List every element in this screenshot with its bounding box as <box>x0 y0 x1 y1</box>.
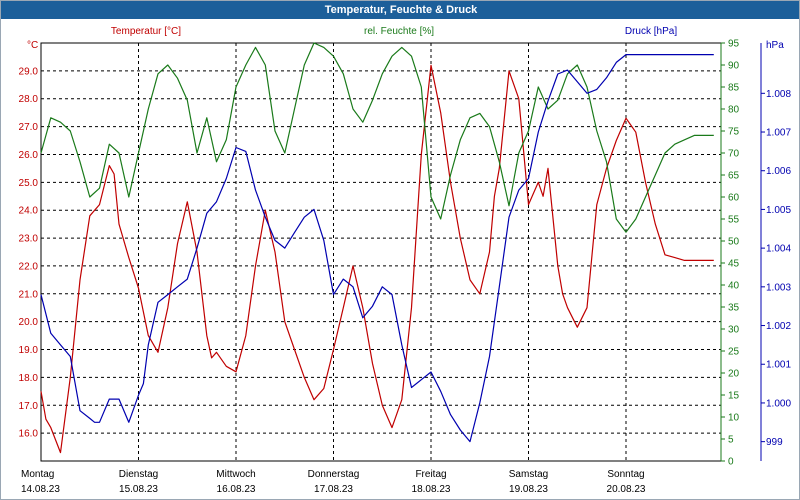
temperature-tick-label: 26.0 <box>19 150 39 161</box>
humidity-tick-label: 50 <box>728 237 740 248</box>
temperature-series-line <box>40 64 714 454</box>
temperature-tick-label: 25.0 <box>19 178 39 189</box>
window-title: Temperatur, Feuchte & Druck <box>1 1 799 19</box>
pressure-tick-label: 1.001 <box>766 360 791 371</box>
humidity-tick-label: 35 <box>728 303 740 314</box>
humidity-tick-label: 90 <box>728 61 740 72</box>
humidity-tick-label: 85 <box>728 83 740 94</box>
day-weekday-label: Dienstag <box>119 469 158 480</box>
humidity-tick-label: 15 <box>728 391 740 402</box>
temperature-tick-label: 18.0 <box>19 373 39 384</box>
humidity-tick-label: 40 <box>728 281 740 292</box>
temperature-tick-label: 29.0 <box>19 66 39 77</box>
day-weekday-label: Donnerstag <box>308 469 360 480</box>
day-weekday-label: Sonntag <box>607 469 644 480</box>
humidity-tick-label: 80 <box>728 105 740 116</box>
humidity-tick-label: 30 <box>728 325 740 336</box>
pressure-series-line <box>40 53 714 443</box>
humidity-tick-label: 25 <box>728 347 740 358</box>
day-date-label: 17.08.23 <box>314 484 353 495</box>
pressure-axis-title: Druck [hPa] <box>625 26 677 37</box>
humidity-tick-label: 70 <box>728 149 740 160</box>
day-date-label: 18.08.23 <box>412 484 451 495</box>
pressure-tick-label: 1.005 <box>766 205 791 216</box>
temperature-tick-label: 27.0 <box>19 122 39 133</box>
day-date-label: 16.08.23 <box>217 484 256 495</box>
humidity-tick-label: 20 <box>728 369 740 380</box>
day-weekday-label: Montag <box>21 469 54 480</box>
day-weekday-label: Samstag <box>509 469 548 480</box>
temperature-tick-label: 19.0 <box>19 345 39 356</box>
grid <box>40 42 722 462</box>
day-date-label: 15.08.23 <box>119 484 158 495</box>
temperature-axis-title: Temperatur [°C] <box>111 26 181 37</box>
axes: 16.0 17.0 18.0 19.0 20.0 21.0 22.0 23.0 24.0 25.0… <box>19 39 792 496</box>
pressure-tick-label: 1.006 <box>766 166 791 177</box>
humidity-tick-label: 65 <box>728 171 740 182</box>
temperature-tick-label: 20.0 <box>19 317 39 328</box>
series-lines <box>40 42 714 454</box>
temperature-tick-label: 16.0 <box>19 429 39 440</box>
temperature-tick-label: 23.0 <box>19 234 39 245</box>
day-date-label: 20.08.23 <box>607 484 646 495</box>
humidity-tick-label: 5 <box>728 435 734 446</box>
humidity-tick-label: 0 <box>728 457 734 468</box>
day-weekday-label: Mittwoch <box>216 469 255 480</box>
humidity-series-line <box>40 42 714 233</box>
humidity-axis-title: rel. Feuchte [%] <box>364 26 434 37</box>
temperature-tick-label: 22.0 <box>19 261 39 272</box>
pressure-tick-label: 1.007 <box>766 128 791 139</box>
temperature-tick-label: 28.0 <box>19 94 39 105</box>
pressure-tick-label: 999 <box>766 437 783 448</box>
pressure-tick-label: 1.004 <box>766 244 791 255</box>
humidity-tick-label: 60 <box>728 193 740 204</box>
pressure-unit-label: hPa <box>766 40 784 51</box>
temperature-tick-label: 21.0 <box>19 289 39 300</box>
pressure-tick-label: 1.002 <box>766 321 791 332</box>
pressure-tick-label: 1.008 <box>766 89 791 100</box>
day-date-label: 14.08.23 <box>21 484 60 495</box>
humidity-tick-label: 10 <box>728 413 740 424</box>
humidity-tick-label: 55 <box>728 215 740 226</box>
humidity-tick-label: 95 <box>728 39 740 50</box>
day-date-label: 19.08.23 <box>509 484 548 495</box>
temperature-tick-label: 24.0 <box>19 206 39 217</box>
pressure-tick-label: 1.003 <box>766 282 791 293</box>
pressure-tick-label: 1.000 <box>766 398 791 409</box>
humidity-tick-label: 75 <box>728 127 740 138</box>
day-weekday-label: Freitag <box>415 469 446 480</box>
temperature-tick-label: 17.0 <box>19 401 39 412</box>
humidity-tick-label: 45 <box>728 259 740 270</box>
temperature-unit-label: °C <box>27 40 38 51</box>
